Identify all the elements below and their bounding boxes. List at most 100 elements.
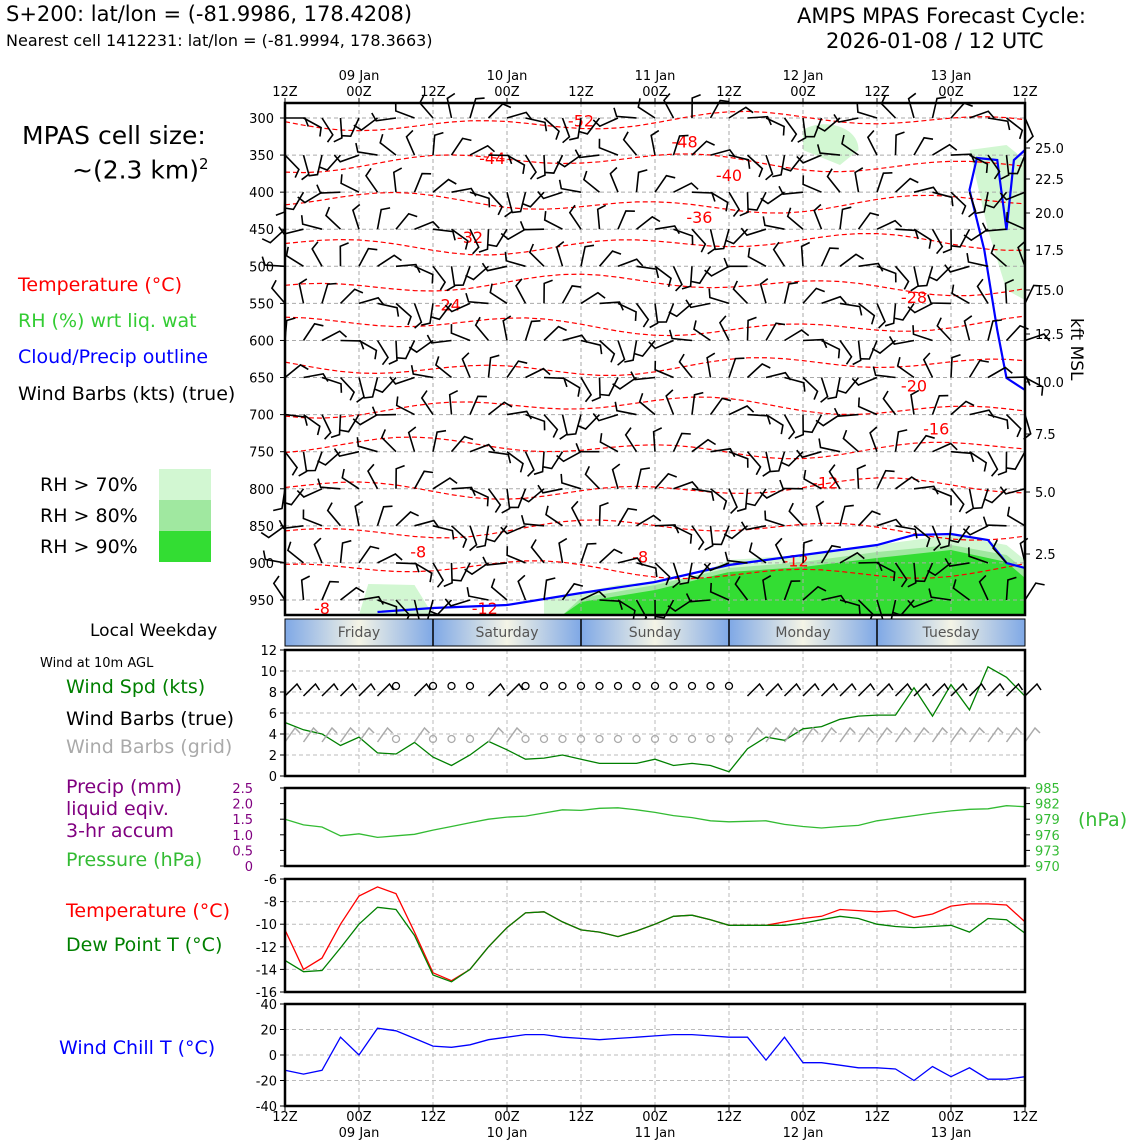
wind-barb [395,396,415,416]
wind-barb [987,319,1002,341]
hpa-tick-label: 900 [249,557,274,572]
wind-barb [797,117,807,143]
wind-barb [783,281,799,304]
wind-panel-tick-label: 8 [269,686,277,701]
wind-barb [987,154,1001,180]
wind-barb [556,154,582,168]
wind-barb [454,266,471,287]
temperature-contour-label: -48 [672,133,698,152]
wind-barb [580,590,607,601]
wind-barb [913,136,934,156]
wind-barb [465,292,489,305]
wind-barb [802,376,819,400]
wind-barb [872,366,896,379]
wind-barb [805,117,823,138]
wind-barb [673,182,699,193]
wind-barb [654,562,671,586]
wind-barb-10m [931,682,950,697]
wind-barb [556,450,582,463]
wind-barb [446,92,456,119]
grid-wind-barb-10m [968,726,986,743]
wind-barb [636,562,658,578]
wind-barb [407,426,417,452]
wind-barb [451,562,471,582]
wind-barb-10m [839,682,857,697]
pressure-unit-label: (hPa) [1078,809,1128,831]
kft-msl-axis-label: kft MSL [1066,318,1086,381]
wind-barb [373,376,397,394]
wind-barb [511,192,527,214]
wind-barb [284,191,305,211]
calm-grid-wind-marker [669,734,678,744]
grid-wind-barb-10m [839,726,856,743]
wind-barb [963,228,989,242]
top-date-label: 11 Jan [635,69,676,84]
top-hour-label: 00Z [494,85,520,100]
wind-barb [820,247,839,267]
rh90-lower-region [562,550,1025,615]
wind-barb [358,339,378,360]
wind-barb [857,510,881,527]
weekday-cell [729,619,877,646]
wind-barb [395,212,418,230]
temp-tick-label: -8 [264,896,277,911]
wind-barb [714,228,730,251]
wind-barb [394,101,415,119]
kft-tick-label: 25.0 [1035,142,1064,157]
wind-barb [828,464,841,490]
hpa-tick-label: 650 [249,372,274,387]
wind-barb [341,468,360,490]
wind-barb [913,228,932,249]
temperature-contour-label: -20 [901,376,927,395]
calm-grid-wind-marker [428,734,438,744]
legend-rh90-swatch [159,531,211,562]
wind-barb [820,377,829,403]
wind-barb [358,296,385,306]
bottom-date-label: 13 Jan [931,1126,972,1140]
wind-barbs-true-label: Wind Barbs (true) [66,708,235,730]
bottom-date-label: 11 Jan [635,1126,676,1140]
wind-barb [833,113,859,123]
wind-barb [278,519,304,530]
top-hour-label: 00Z [938,85,964,100]
temperature-contour-label: -8 [314,599,330,618]
wind-barb [703,562,730,572]
wind-barb [999,486,1026,495]
wind-barb [302,322,324,341]
wind-barb [784,376,806,392]
wind-barb [931,96,947,119]
wind-barb [663,92,675,119]
wind-barb [376,340,389,366]
wind-barb [1024,333,1051,342]
grid-wind-barb-10m [894,726,912,743]
wind-barb [352,413,378,426]
calm-wind-marker [539,681,549,691]
wind-barb [854,167,864,193]
wind-barb [635,302,650,328]
grid-wind-barb-10m [1005,726,1023,743]
wind-barb [704,525,714,551]
pressure-tick-label: 985 [1035,782,1060,797]
wind-barb [896,357,915,379]
wind-barb [672,265,683,292]
wind-barb [584,465,601,490]
wind-barb [762,451,772,477]
temperature-contour-line [284,477,1026,500]
bottom-hour-label: 12Z [716,1110,742,1125]
bottom-hour-label: 12Z [420,1110,446,1125]
wind-barb [302,509,323,527]
wind-barb [928,265,952,282]
wind-barb [788,502,804,527]
wind-barbs-grid-label: Wind Barbs (grid) [66,736,233,758]
pressure-label: Pressure (hPa) [66,849,203,871]
pressure-tick-label: 973 [1035,844,1060,859]
calm-grid-wind-marker [539,734,549,744]
wind-barb [490,578,508,601]
wind-barb [876,265,897,283]
calm-wind-marker [391,681,401,691]
wind-barb-10m [820,682,839,697]
wind-barb [570,500,582,527]
wind-barb [999,191,1026,201]
wind-barb [654,524,680,534]
wind-barb [636,514,662,527]
